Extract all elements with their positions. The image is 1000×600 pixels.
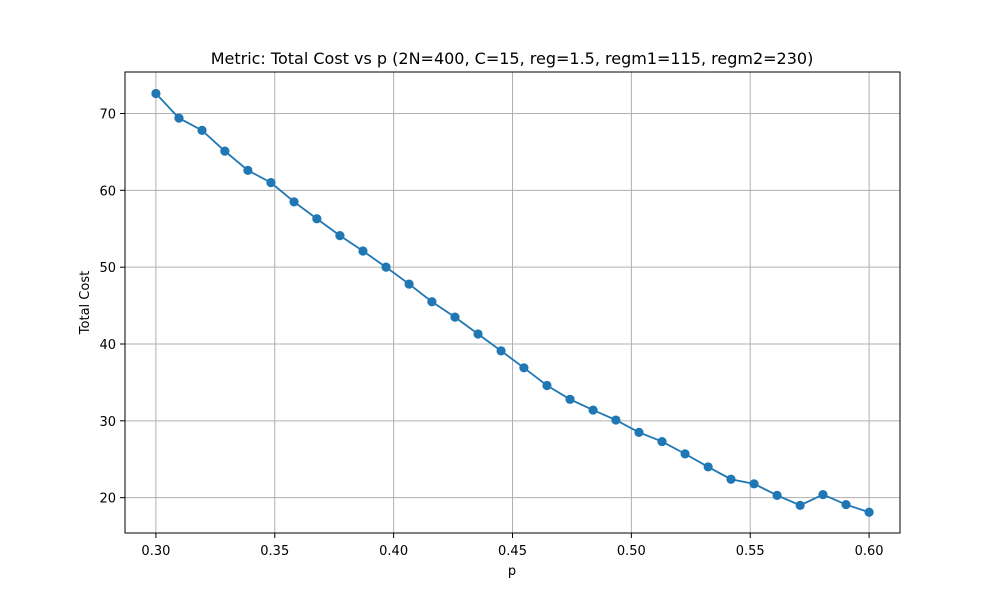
data-points: [151, 88, 874, 517]
y-tick-label: 30: [99, 415, 116, 430]
x-axis-ticks: 0.30 0.35 0.40 0.45 0.50 0.55 0.60: [141, 533, 884, 559]
grid-lines: [125, 72, 900, 533]
data-point: [680, 449, 690, 459]
chart-title: Metric: Total Cost vs p (2N=400, C=15, r…: [211, 49, 814, 68]
data-point: [703, 462, 713, 472]
data-point: [312, 214, 322, 224]
data-point: [657, 436, 667, 447]
data-point: [772, 490, 782, 500]
x-tick-label: 0.45: [498, 544, 527, 559]
data-point: [749, 479, 759, 489]
y-tick-label: 20: [99, 492, 116, 507]
y-axis-label: Total Cost: [78, 271, 93, 335]
x-tick-label: 0.40: [379, 544, 408, 559]
data-point: [634, 427, 644, 437]
x-tick-label: 0.60: [855, 544, 884, 559]
data-point: [565, 394, 575, 404]
y-tick-label: 70: [99, 107, 116, 122]
x-axis-label: p: [508, 564, 516, 579]
data-point: [864, 507, 874, 517]
data-point: [151, 88, 161, 99]
data-point: [266, 178, 276, 188]
data-point: [289, 197, 299, 207]
y-tick-label: 50: [99, 261, 116, 276]
data-point: [841, 499, 851, 510]
data-point: [588, 405, 598, 415]
data-point: [542, 380, 552, 391]
data-point: [726, 474, 736, 484]
data-point: [611, 415, 621, 425]
x-tick-label: 0.35: [260, 544, 289, 559]
x-tick-label: 0.55: [736, 544, 765, 559]
data-point: [174, 113, 184, 123]
data-point: [197, 125, 207, 135]
data-point: [335, 231, 345, 241]
data-point: [496, 346, 506, 356]
data-point: [381, 262, 391, 272]
data-point: [450, 312, 460, 322]
data-point: [404, 279, 414, 289]
data-point: [795, 500, 805, 510]
y-tick-label: 40: [99, 338, 116, 353]
data-point: [818, 489, 828, 500]
data-point: [473, 329, 483, 339]
data-point: [519, 363, 529, 373]
y-axis-ticks: 20 30 40 50 60 70: [99, 107, 125, 507]
x-tick-label: 0.30: [141, 544, 170, 559]
x-tick-label: 0.50: [617, 544, 646, 559]
data-point: [358, 246, 368, 256]
y-tick-label: 60: [99, 184, 116, 199]
data-point: [427, 297, 437, 307]
data-point: [243, 165, 253, 175]
data-point: [220, 146, 230, 156]
